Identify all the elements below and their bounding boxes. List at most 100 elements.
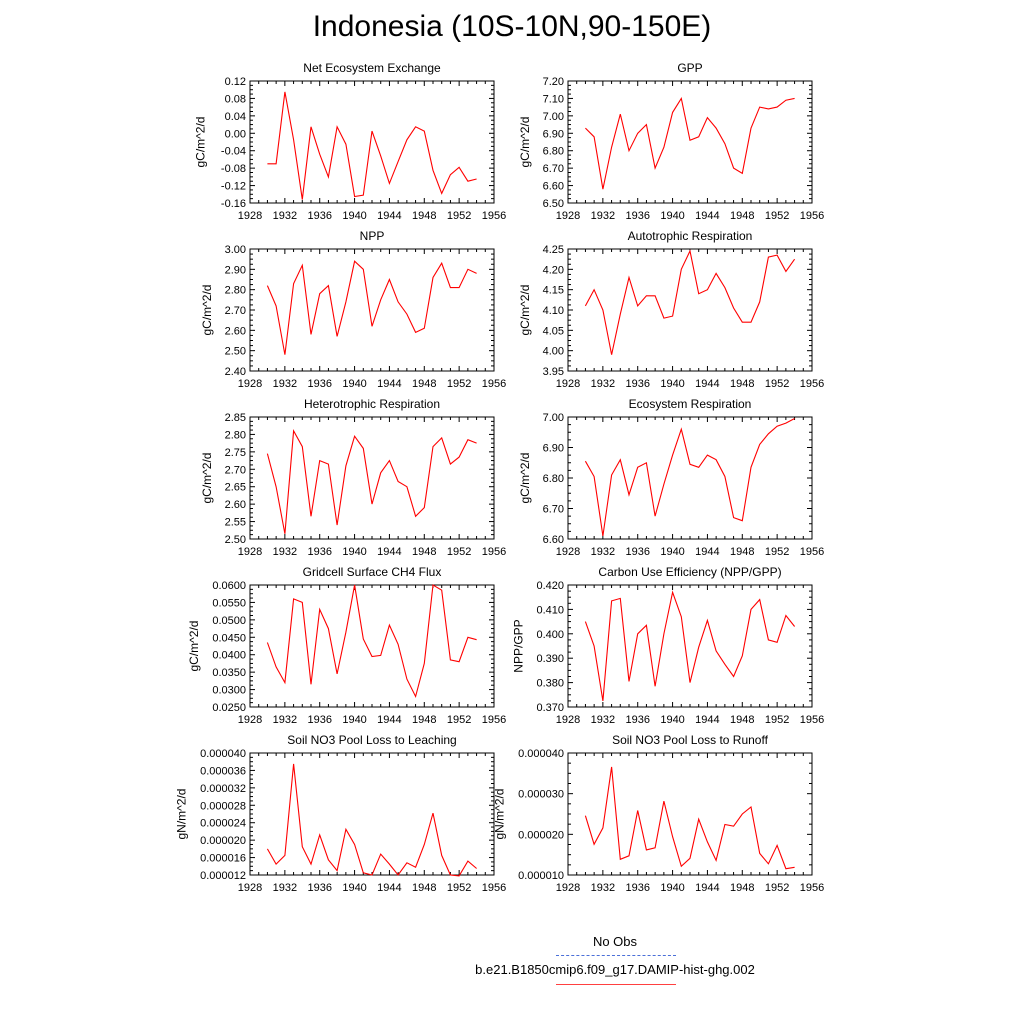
data-point — [441, 192, 443, 194]
series-line — [584, 766, 795, 870]
data-point — [345, 465, 347, 467]
y-tick-label: 0.0550 — [212, 597, 246, 609]
y-tick-label: 0.0400 — [212, 650, 246, 662]
data-point — [475, 272, 477, 274]
data-point — [266, 452, 268, 454]
y-tick-label: 0.000028 — [200, 800, 246, 812]
data-point — [706, 116, 708, 118]
data-point — [610, 146, 612, 148]
data-point — [785, 270, 787, 272]
x-tick-label: 1932 — [273, 882, 297, 894]
x-tick-label: 1944 — [695, 546, 719, 558]
x-tick-label: 1928 — [556, 882, 580, 894]
y-tick-label: 4.00 — [543, 346, 564, 358]
chart-title: Net Ecosystem Exchange — [303, 61, 441, 75]
data-point — [432, 276, 434, 278]
y-tick-label: 6.50 — [543, 198, 564, 210]
x-tick-label: 1944 — [377, 378, 401, 390]
series-line — [267, 91, 477, 200]
y-tick-label: 6.60 — [543, 181, 564, 193]
data-point — [353, 260, 355, 262]
y-tick-label: 2.80 — [225, 429, 246, 441]
data-point — [689, 139, 691, 141]
x-tick-label: 1932 — [273, 210, 297, 222]
data-point — [362, 638, 364, 640]
data-point — [654, 515, 656, 517]
data-point — [680, 428, 682, 430]
data-point — [266, 284, 268, 286]
data-point — [310, 683, 312, 685]
data-point — [654, 847, 656, 849]
chart-panel-10: 1928 1932 1936 1940 1944 1948 1952 1956 0.000010… — [493, 733, 825, 894]
y-tick-label: 6.80 — [543, 473, 564, 485]
data-point — [319, 293, 321, 295]
data-point — [397, 160, 399, 162]
y-tick-label: 2.75 — [225, 447, 246, 459]
data-point — [301, 845, 303, 847]
data-point — [284, 354, 286, 356]
x-tick-label: 1932 — [591, 546, 615, 558]
y-tick-label: 0.000040 — [518, 748, 564, 760]
chart-panel-8: 1928 1932 1936 1940 1944 1948 1952 1956 0.370 0.3… — [512, 565, 825, 726]
data-point — [449, 463, 451, 465]
x-tick-label: 1932 — [591, 378, 615, 390]
chart-panel-9: 1928 1932 1936 1940 1944 1948 1952 1956 0.000012… — [175, 733, 507, 894]
legend-line-no-obs — [556, 955, 676, 956]
data-point — [724, 663, 726, 665]
data-point — [388, 278, 390, 280]
x-tick-label: 1936 — [625, 210, 649, 222]
y-tick-label: 0.000032 — [200, 783, 246, 795]
data-point — [750, 466, 752, 468]
data-point — [584, 305, 586, 307]
data-point — [680, 865, 682, 867]
y-tick-label: 0.420 — [536, 580, 564, 592]
y-tick-label: 2.85 — [225, 412, 246, 424]
y-tick-label: 0.0500 — [212, 615, 246, 627]
data-point — [671, 111, 673, 113]
plot-frame — [567, 584, 813, 708]
data-point — [610, 474, 612, 476]
data-point — [767, 863, 769, 865]
data-point — [292, 139, 294, 141]
y-tick-label: 4.15 — [543, 285, 564, 297]
data-point — [362, 194, 364, 196]
x-tick-label: 1956 — [800, 714, 824, 726]
chart-title: Carbon Use Efficiency (NPP/GPP) — [598, 565, 781, 579]
y-tick-label: 6.80 — [543, 146, 564, 158]
data-point — [671, 315, 673, 317]
data-point — [785, 868, 787, 870]
data-point — [663, 800, 665, 802]
x-tick-label: 1956 — [482, 210, 506, 222]
data-point — [793, 97, 795, 99]
data-point — [388, 459, 390, 461]
data-point — [414, 126, 416, 128]
y-tick-label: 6.90 — [543, 443, 564, 455]
x-tick-label: 1928 — [238, 714, 262, 726]
data-point — [628, 276, 630, 278]
data-point — [275, 305, 277, 307]
data-point — [715, 272, 717, 274]
x-tick-label: 1932 — [273, 546, 297, 558]
data-point — [467, 180, 469, 182]
y-tick-label: -0.08 — [221, 163, 246, 175]
x-tick-label: 1932 — [591, 714, 615, 726]
x-tick-label: 1948 — [730, 546, 754, 558]
x-tick-label: 1956 — [800, 210, 824, 222]
data-point — [336, 126, 338, 128]
data-point — [310, 863, 312, 865]
data-point — [776, 425, 778, 427]
data-point — [449, 173, 451, 175]
data-point — [467, 860, 469, 862]
data-point — [397, 643, 399, 645]
y-tick-label: 2.50 — [225, 534, 246, 546]
x-tick-label: 1940 — [342, 378, 366, 390]
data-point — [353, 195, 355, 197]
data-point — [767, 639, 769, 641]
data-point — [628, 150, 630, 152]
y-tick-label: 7.00 — [543, 412, 564, 424]
data-point — [362, 872, 364, 874]
y-tick-label: 2.70 — [225, 305, 246, 317]
x-tick-label: 1936 — [625, 714, 649, 726]
data-point — [275, 863, 277, 865]
x-tick-label: 1948 — [730, 210, 754, 222]
